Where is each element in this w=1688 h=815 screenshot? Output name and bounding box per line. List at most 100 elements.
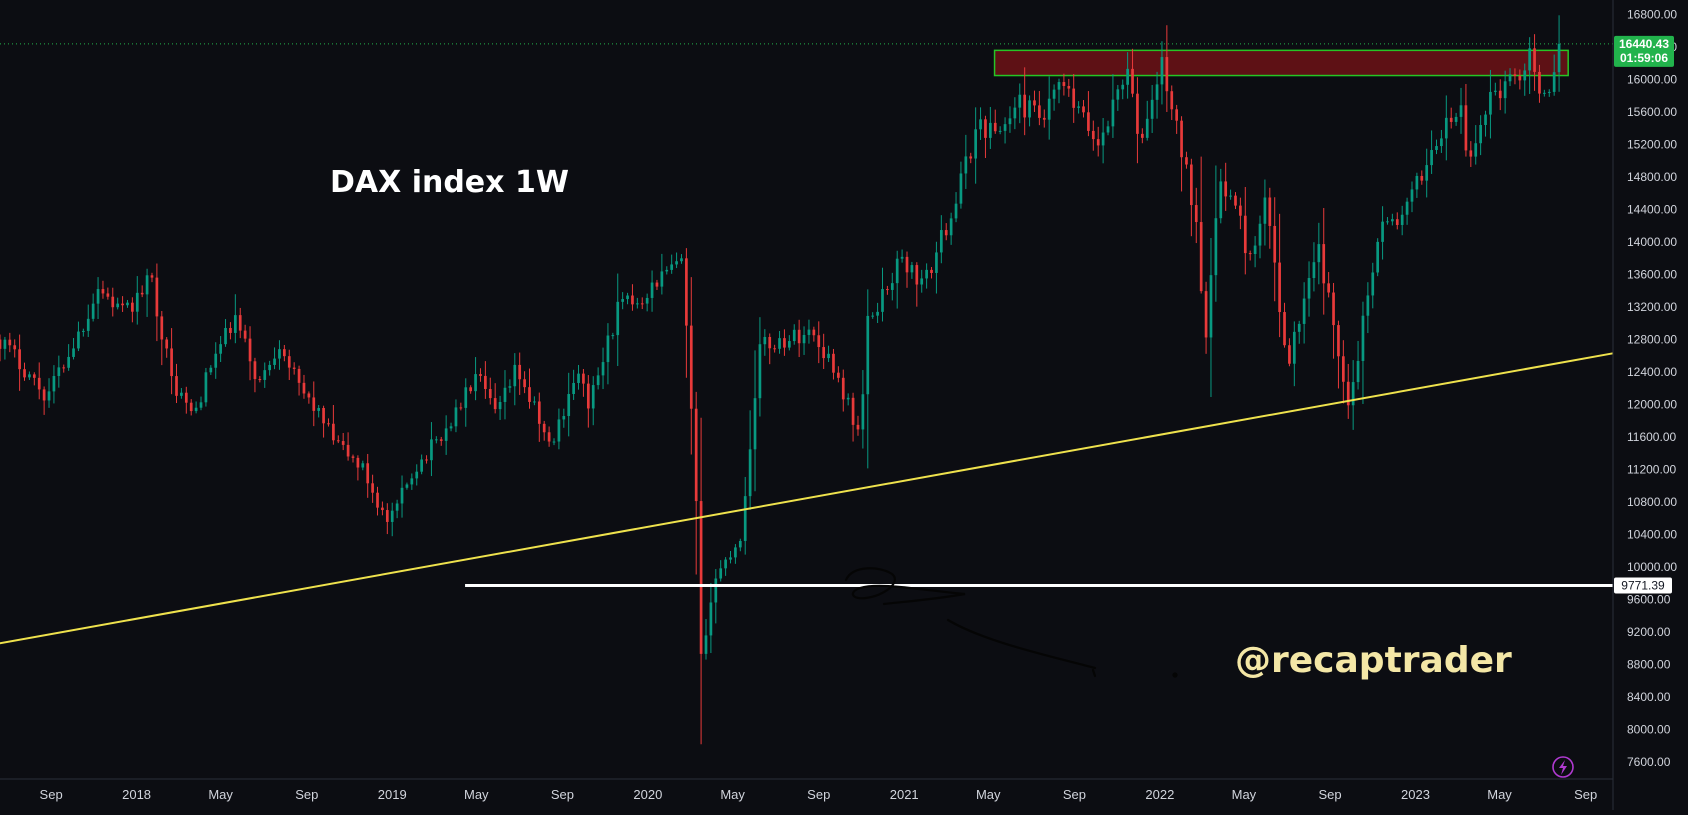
candle — [596, 367, 600, 390]
y-tick-label: 14000.00 — [1627, 235, 1677, 249]
candle — [508, 379, 512, 393]
candle — [1484, 110, 1487, 137]
candle — [807, 319, 811, 344]
candle — [1342, 340, 1345, 404]
candle — [1425, 148, 1429, 198]
candle — [498, 395, 502, 420]
candle — [410, 473, 414, 490]
candle — [895, 250, 899, 309]
candle — [243, 324, 247, 343]
y-tick-label: 14400.00 — [1627, 203, 1677, 217]
candle — [547, 426, 551, 447]
candle — [1067, 78, 1071, 97]
x-tick-label: 2022 — [1145, 787, 1174, 802]
candle — [989, 106, 992, 149]
lightning-icon[interactable] — [1552, 756, 1574, 778]
candle — [86, 304, 90, 337]
support-price-tag: 9771.39 — [1614, 577, 1672, 594]
x-tick-label: 2023 — [1401, 787, 1430, 802]
candle — [32, 372, 36, 386]
candle — [317, 404, 321, 418]
candle — [1366, 282, 1370, 334]
candle — [180, 388, 183, 399]
candle — [13, 339, 17, 358]
candle — [1351, 360, 1355, 430]
candle — [312, 381, 316, 427]
y-tick-label: 12400.00 — [1627, 365, 1677, 379]
candle — [1547, 89, 1551, 97]
y-tick-label: 12000.00 — [1627, 397, 1677, 411]
candle — [724, 557, 727, 576]
candle — [861, 370, 865, 449]
candle — [675, 252, 678, 269]
candle — [204, 367, 208, 407]
candle — [1283, 302, 1286, 348]
candle — [591, 376, 595, 426]
candle — [1292, 321, 1296, 387]
rising-trendline[interactable] — [0, 352, 1614, 667]
support-price-value: 9771.39 — [1621, 578, 1665, 592]
candle — [1503, 70, 1507, 114]
y-tick-label: 16000.00 — [1627, 73, 1677, 87]
candle — [366, 453, 370, 498]
candle — [915, 262, 919, 307]
candle — [1057, 78, 1061, 104]
candle — [170, 328, 173, 395]
candle — [1028, 95, 1031, 127]
candle — [1018, 83, 1022, 124]
y-tick-label: 7600.00 — [1627, 755, 1671, 769]
candle — [621, 292, 624, 310]
candle — [1361, 301, 1365, 404]
candle — [1410, 181, 1414, 213]
candle — [106, 287, 110, 300]
candle — [768, 333, 772, 365]
candle — [758, 317, 762, 417]
candle — [1420, 170, 1424, 185]
resistance-zone[interactable] — [993, 49, 1569, 77]
candle — [1464, 83, 1468, 157]
x-tick-label: 2019 — [378, 787, 407, 802]
candle — [484, 361, 487, 399]
candle — [1337, 320, 1340, 389]
candle — [528, 368, 531, 409]
candle — [292, 362, 296, 375]
candle — [1023, 67, 1027, 136]
candle — [258, 376, 262, 383]
candle — [1199, 156, 1203, 294]
candle — [1258, 215, 1262, 259]
candle — [572, 369, 575, 400]
candle — [1459, 87, 1463, 134]
candle — [1508, 68, 1512, 87]
candle — [729, 551, 732, 564]
candle — [1391, 213, 1394, 226]
candle — [351, 454, 355, 463]
candle — [57, 355, 61, 388]
candle — [1126, 52, 1129, 99]
y-tick-label: 11200.00 — [1627, 462, 1676, 476]
candle — [1219, 168, 1223, 224]
candle — [18, 334, 21, 391]
candle — [1229, 189, 1232, 200]
candle — [925, 263, 928, 289]
candle — [1435, 139, 1438, 155]
time-axis[interactable]: Sep 2018 May Sep 2019 May Sep 2020 May Sep 2021 May… — [40, 787, 1598, 802]
candle — [42, 386, 46, 415]
candle — [822, 333, 826, 370]
candle — [1302, 282, 1306, 344]
candle — [881, 267, 884, 322]
y-tick-label: 10000.00 — [1627, 560, 1677, 574]
candle — [1474, 125, 1478, 165]
candle — [704, 619, 708, 660]
candle — [513, 353, 517, 406]
candle — [1047, 76, 1051, 140]
candle — [969, 152, 973, 164]
candle — [582, 368, 585, 397]
candle — [709, 583, 713, 654]
candle — [1224, 162, 1228, 211]
candle — [601, 347, 605, 390]
candle — [434, 436, 438, 444]
candle — [479, 368, 482, 382]
